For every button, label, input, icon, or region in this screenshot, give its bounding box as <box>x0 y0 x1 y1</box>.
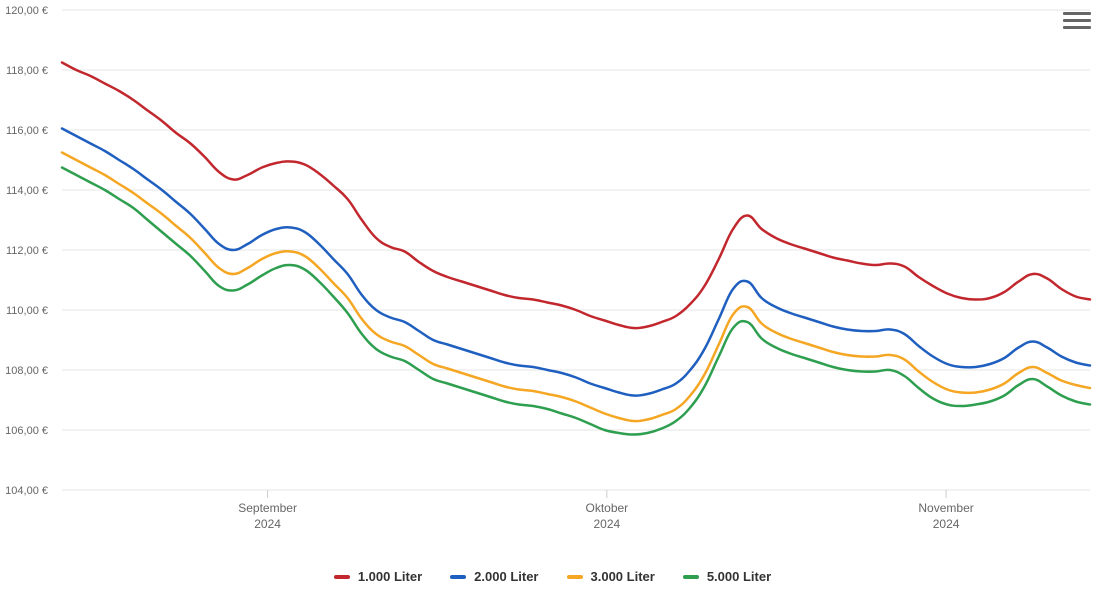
legend-label: 1.000 Liter <box>358 569 422 584</box>
legend-item[interactable]: 1.000 Liter <box>334 569 422 584</box>
hamburger-icon <box>1063 12 1091 15</box>
series-line <box>62 63 1090 329</box>
y-axis-label: 114,00 € <box>6 185 48 197</box>
y-axis-label: 108,00 € <box>5 365 48 377</box>
legend-label: 2.000 Liter <box>474 569 538 584</box>
x-axis-month: November <box>918 501 973 515</box>
legend-swatch <box>567 575 583 579</box>
legend-item[interactable]: 3.000 Liter <box>567 569 655 584</box>
y-axis-label: 112,00 € <box>6 245 48 257</box>
y-axis-label: 118,00 € <box>6 65 48 77</box>
y-axis-label: 110,00 € <box>6 305 48 317</box>
legend-swatch <box>683 575 699 579</box>
chart-canvas: 104,00 € 106,00 € 108,00 € 110,00 € 112,00 €… <box>0 0 1105 602</box>
series-line <box>62 168 1090 435</box>
legend-label: 5.000 Liter <box>707 569 771 584</box>
chart-menu-button[interactable] <box>1063 8 1091 30</box>
legend-swatch <box>450 575 466 579</box>
legend-swatch <box>334 575 350 579</box>
y-axis-label: 106,00 € <box>5 425 48 437</box>
x-axis-year: 2024 <box>933 517 960 531</box>
price-chart: 104,00 € 106,00 € 108,00 € 110,00 € 112,00 €… <box>0 0 1105 602</box>
x-axis-year: 2024 <box>254 517 281 531</box>
y-axis-label: 116,00 € <box>6 125 48 137</box>
legend-item[interactable]: 2.000 Liter <box>450 569 538 584</box>
chart-legend: 1.000 Liter 2.000 Liter 3.000 Liter 5.000 L… <box>0 567 1105 585</box>
x-axis-month: Oktober <box>585 501 628 515</box>
legend-item[interactable]: 5.000 Liter <box>683 569 771 584</box>
x-axis-year: 2024 <box>593 517 620 531</box>
y-axis-label: 104,00 € <box>5 485 48 497</box>
x-axis-month: September <box>238 501 297 515</box>
y-axis-label: 120,00 € <box>5 5 48 17</box>
legend-label: 3.000 Liter <box>591 569 655 584</box>
